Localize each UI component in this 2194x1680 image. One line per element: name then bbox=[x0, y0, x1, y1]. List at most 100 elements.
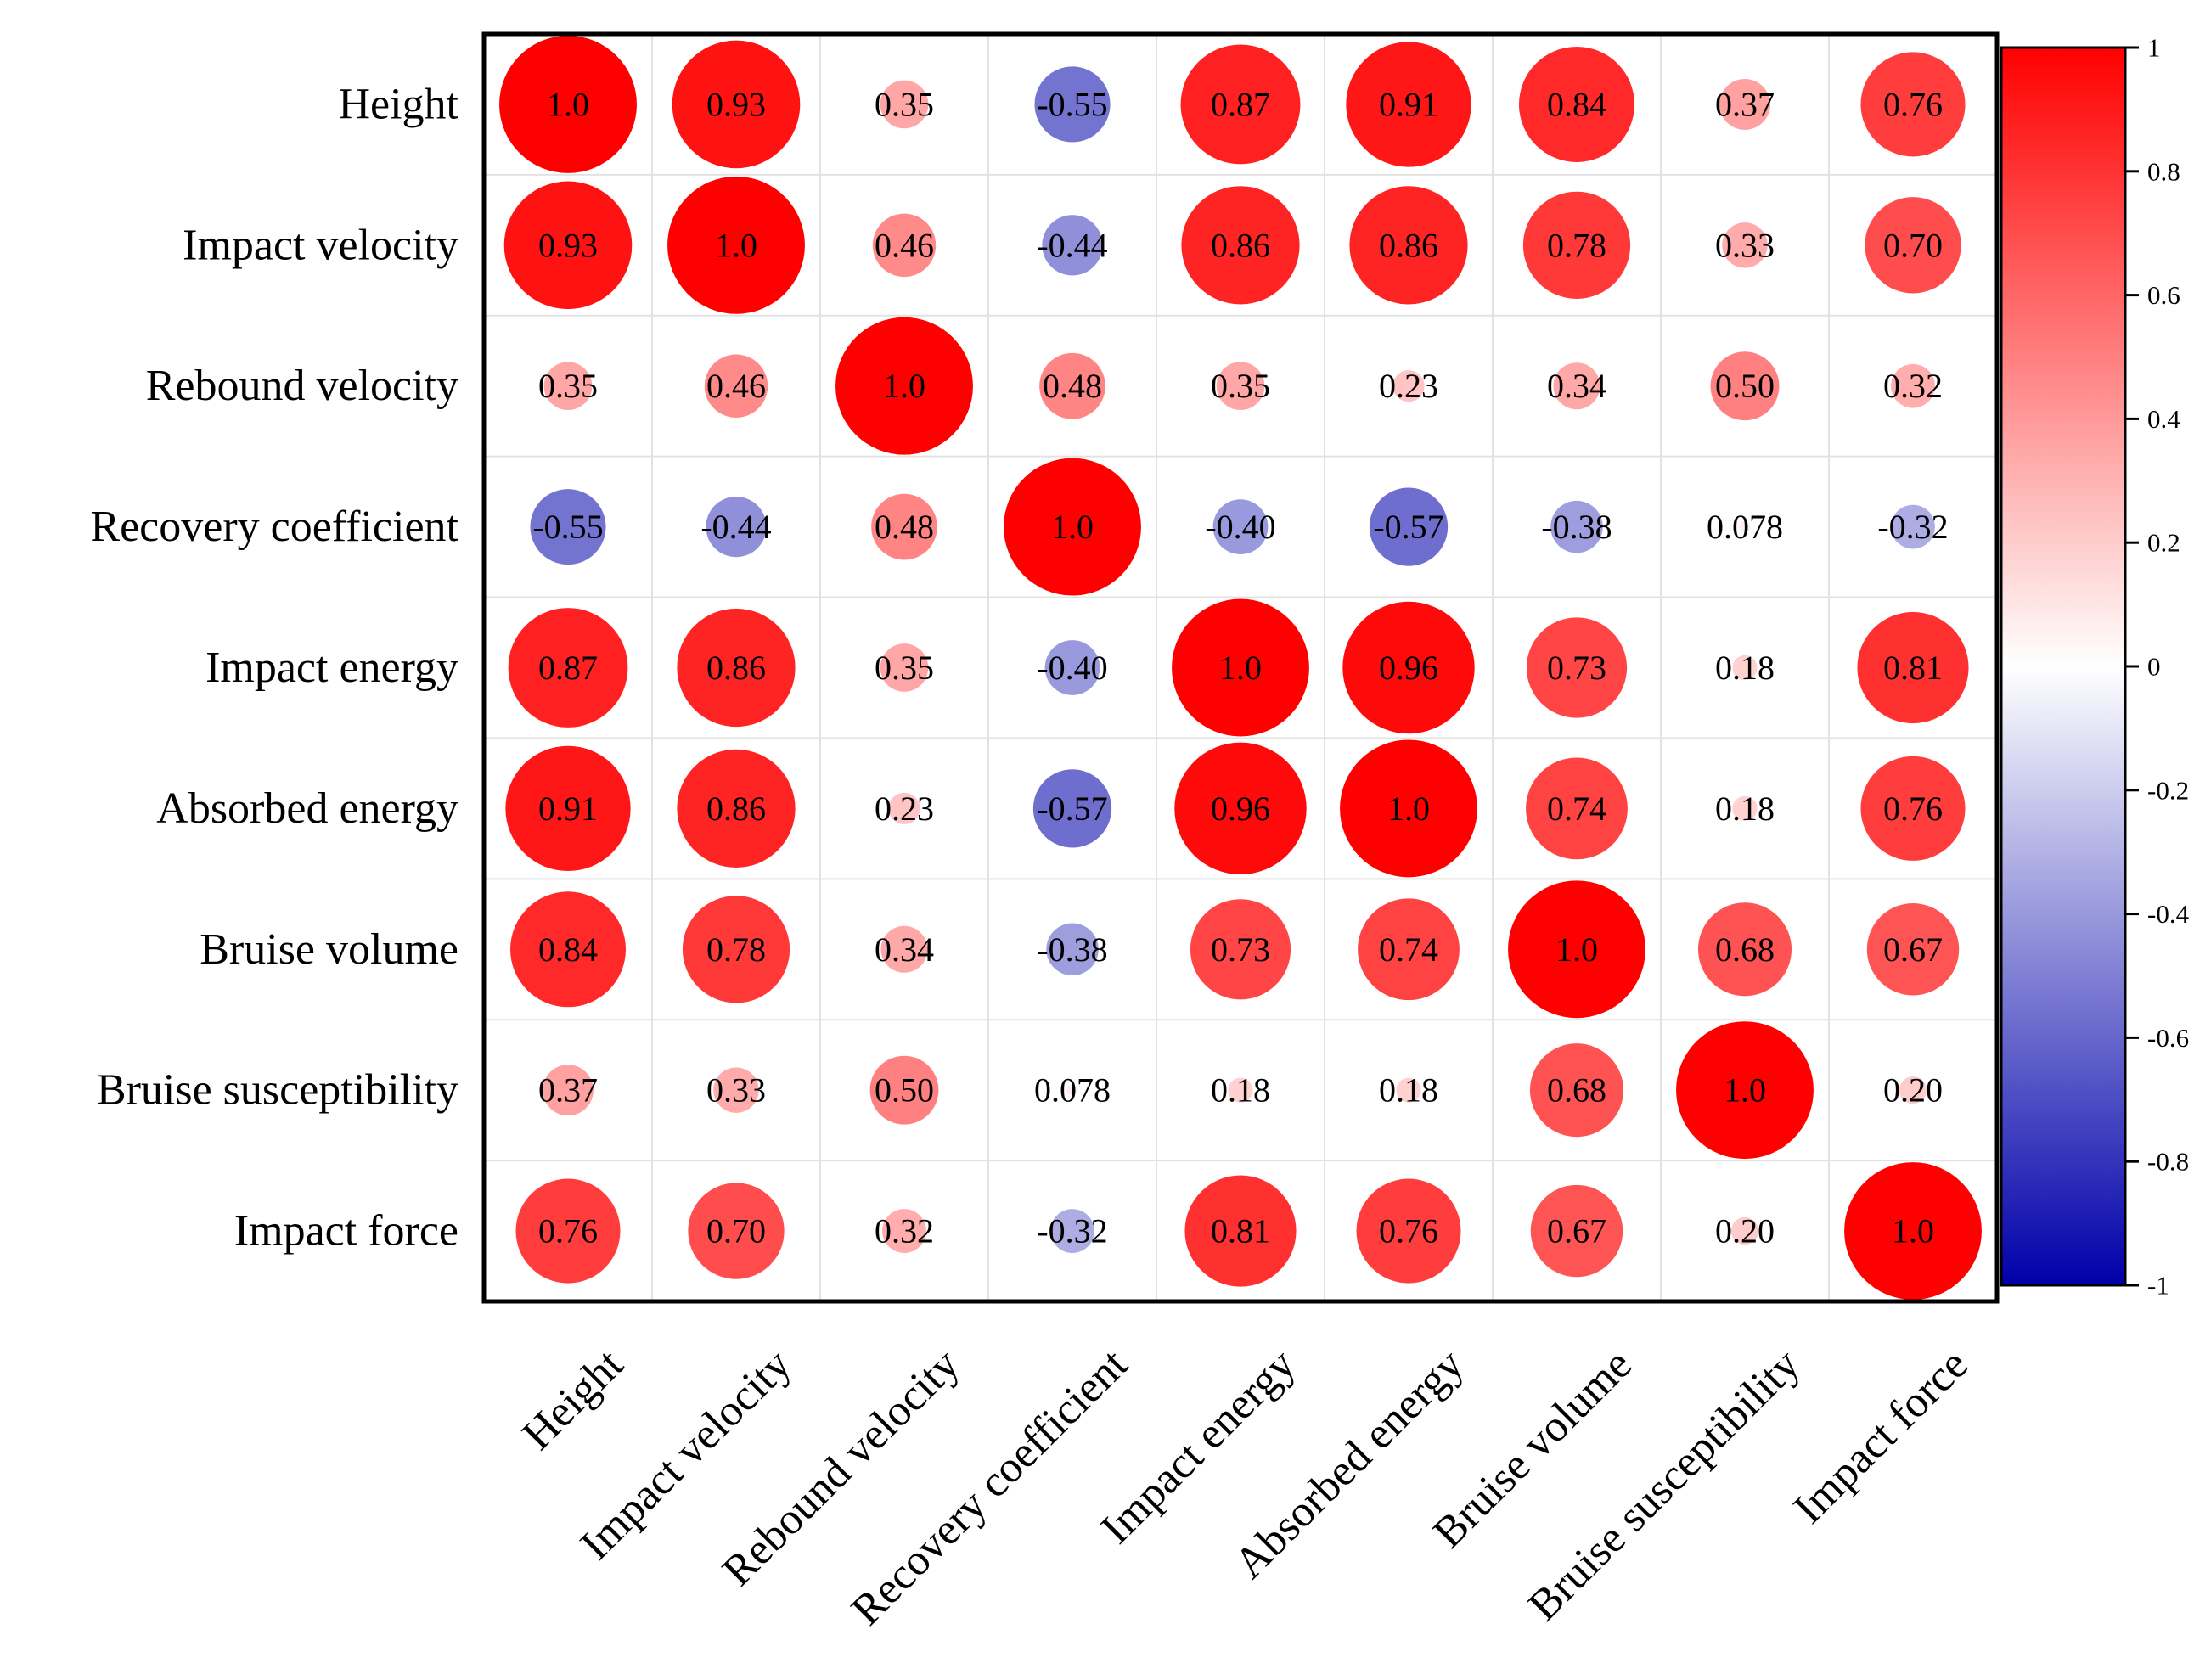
corr-circle-impact-energy-rebound-velocity bbox=[880, 643, 929, 692]
corr-circle-absorbed-energy-impact-velocity bbox=[677, 749, 796, 868]
corr-value-absorbed-energy-height: 0.91 bbox=[538, 789, 598, 828]
corr-value-bruise-volume-bruise-susceptibility: 0.68 bbox=[1715, 930, 1775, 969]
corr-circle-height-height bbox=[499, 36, 637, 173]
corr-circle-rebound-velocity-bruise-volume bbox=[1553, 362, 1600, 410]
corr-circle-impact-energy-bruise-susceptibility bbox=[1732, 655, 1758, 681]
corr-value-rebound-velocity-rebound-velocity: 1.0 bbox=[883, 367, 925, 405]
colorbar-tick-label: 0.2 bbox=[2147, 528, 2180, 558]
row-label-impact-force: Impact force bbox=[234, 1207, 458, 1256]
corr-value-height-bruise-susceptibility: 0.37 bbox=[1715, 85, 1775, 123]
corr-circle-height-bruise-volume bbox=[1519, 46, 1634, 162]
corr-value-recovery-coefficient-impact-energy: -0.40 bbox=[1205, 508, 1275, 546]
row-label-rebound-velocity: Rebound velocity bbox=[146, 362, 458, 410]
corr-circle-rebound-velocity-rebound-velocity bbox=[835, 317, 973, 455]
corr-value-rebound-velocity-recovery-coefficient: 0.48 bbox=[1043, 367, 1102, 405]
corr-value-recovery-coefficient-absorbed-energy: -0.57 bbox=[1373, 508, 1443, 546]
corr-circle-height-impact-force bbox=[1860, 52, 1966, 157]
corr-value-impact-force-height: 0.76 bbox=[538, 1212, 598, 1250]
colorbar-tick-label: 0.8 bbox=[2147, 156, 2180, 186]
corr-circle-rebound-velocity-height bbox=[543, 362, 593, 411]
corr-circle-rebound-velocity-absorbed-energy bbox=[1392, 370, 1425, 402]
colorbar-tick-label: 0.4 bbox=[2147, 404, 2180, 434]
colorbar-ticks: 1 0.8 0.6 0.4 0.2 0 -0.2 -0.4 -0.6 -0.8 -1 bbox=[2125, 33, 2190, 1301]
corr-value-bruise-susceptibility-height: 0.37 bbox=[538, 1071, 598, 1110]
corr-circle-impact-velocity-recovery-coefficient bbox=[1042, 215, 1103, 276]
corr-circle-impact-velocity-impact-force bbox=[1865, 197, 1961, 294]
corr-value-impact-force-recovery-coefficient: -0.32 bbox=[1037, 1212, 1107, 1250]
corr-value-recovery-coefficient-bruise-volume: -0.38 bbox=[1541, 508, 1612, 546]
corr-value-bruise-susceptibility-impact-velocity: 0.33 bbox=[706, 1071, 766, 1110]
corr-circle-absorbed-energy-bruise-volume bbox=[1526, 757, 1628, 860]
corr-circle-height-bruise-susceptibility bbox=[1719, 78, 1770, 130]
corr-circle-absorbed-energy-absorbed-energy bbox=[1340, 739, 1477, 878]
colorbar-tick-label: 0.6 bbox=[2147, 280, 2180, 310]
corr-circle-impact-energy-impact-energy bbox=[1172, 598, 1309, 737]
corr-value-impact-energy-bruise-susceptibility: 0.18 bbox=[1715, 649, 1775, 687]
colorbar: 1 0.8 0.6 0.4 0.2 0 -0.2 -0.4 -0.6 -0.8 -1 bbox=[2000, 33, 2190, 1301]
corr-circle-height-recovery-coefficient bbox=[1034, 66, 1111, 143]
corr-circle-bruise-volume-height bbox=[510, 891, 626, 1008]
corr-value-impact-velocity-recovery-coefficient: -0.44 bbox=[1037, 226, 1107, 264]
corr-circle-bruise-volume-bruise-susceptibility bbox=[1697, 902, 1792, 997]
corr-circle-impact-velocity-bruise-volume bbox=[1522, 191, 1631, 299]
corr-value-impact-energy-recovery-coefficient: -0.40 bbox=[1037, 649, 1107, 687]
corr-value-impact-energy-rebound-velocity: 0.35 bbox=[875, 649, 934, 687]
corr-circle-impact-velocity-impact-energy bbox=[1181, 186, 1300, 305]
corr-circle-height-absorbed-energy bbox=[1346, 42, 1471, 167]
corr-circle-absorbed-energy-height bbox=[505, 745, 631, 872]
corr-value-impact-velocity-impact-energy: 0.86 bbox=[1211, 226, 1270, 264]
corr-value-absorbed-energy-rebound-velocity: 0.23 bbox=[875, 789, 934, 828]
corr-value-bruise-susceptibility-bruise-susceptibility: 1.0 bbox=[1724, 1071, 1766, 1110]
grid-lines bbox=[484, 34, 1997, 1301]
plot-frame bbox=[481, 31, 2000, 1304]
corr-value-impact-energy-impact-force: 0.81 bbox=[1883, 649, 1943, 687]
corr-value-impact-velocity-impact-force: 0.70 bbox=[1883, 226, 1943, 264]
corr-value-absorbed-energy-bruise-susceptibility: 0.18 bbox=[1715, 789, 1775, 828]
corr-value-rebound-velocity-impact-force: 0.32 bbox=[1883, 367, 1943, 405]
corr-value-rebound-velocity-impact-velocity: 0.46 bbox=[706, 367, 766, 405]
corr-circle-impact-velocity-bruise-susceptibility bbox=[1722, 222, 1768, 268]
corr-value-impact-force-impact-energy: 0.81 bbox=[1211, 1212, 1270, 1250]
row-label-impact-velocity: Impact velocity bbox=[183, 221, 458, 269]
corr-value-bruise-volume-height: 0.84 bbox=[538, 930, 598, 969]
corr-circle-recovery-coefficient-recovery-coefficient bbox=[1004, 458, 1141, 596]
corr-circle-bruise-susceptibility-impact-force bbox=[1899, 1076, 1927, 1104]
corr-value-height-recovery-coefficient: -0.55 bbox=[1037, 85, 1107, 123]
corr-circle-impact-energy-bruise-volume bbox=[1526, 617, 1628, 718]
corr-value-impact-energy-impact-velocity: 0.86 bbox=[706, 649, 766, 687]
corr-value-bruise-volume-impact-velocity: 0.78 bbox=[706, 930, 766, 969]
corr-value-absorbed-energy-bruise-volume: 0.74 bbox=[1547, 789, 1606, 828]
corr-value-bruise-susceptibility-impact-energy: 0.18 bbox=[1211, 1071, 1270, 1110]
corr-value-impact-velocity-rebound-velocity: 0.46 bbox=[875, 226, 934, 264]
correlation-values: 1.0 0.93 0.35 -0.55 0.87 0.91 0.84 0.37 0.76 0.93… bbox=[532, 85, 1948, 1250]
corr-value-absorbed-energy-impact-energy: 0.96 bbox=[1211, 789, 1270, 828]
corr-circle-impact-energy-recovery-coefficient bbox=[1044, 640, 1100, 695]
corr-value-impact-force-impact-force: 1.0 bbox=[1892, 1212, 1934, 1250]
corr-value-recovery-coefficient-impact-velocity: -0.44 bbox=[700, 508, 771, 546]
corr-value-bruise-susceptibility-bruise-volume: 0.68 bbox=[1547, 1071, 1606, 1110]
corr-circle-impact-velocity-impact-velocity bbox=[667, 176, 805, 314]
corr-value-height-impact-energy: 0.87 bbox=[1211, 85, 1270, 123]
corr-value-impact-energy-bruise-volume: 0.73 bbox=[1547, 649, 1606, 687]
corr-circle-impact-force-impact-force bbox=[1844, 1162, 1982, 1300]
corr-circle-absorbed-energy-impact-force bbox=[1860, 756, 1966, 861]
corr-value-bruise-susceptibility-impact-force: 0.20 bbox=[1883, 1071, 1943, 1110]
corr-circle-height-impact-velocity bbox=[672, 40, 801, 169]
row-label-height: Height bbox=[338, 80, 458, 128]
row-label-absorbed-energy: Absorbed energy bbox=[156, 784, 458, 833]
corr-value-height-absorbed-energy: 0.91 bbox=[1379, 85, 1438, 123]
corr-value-impact-force-absorbed-energy: 0.76 bbox=[1379, 1212, 1438, 1250]
corr-value-impact-velocity-height: 0.93 bbox=[538, 226, 598, 264]
corr-circle-impact-force-impact-energy bbox=[1184, 1175, 1297, 1287]
corr-circle-impact-velocity-absorbed-energy bbox=[1349, 186, 1468, 305]
corr-value-absorbed-energy-impact-velocity: 0.86 bbox=[706, 789, 766, 828]
row-label-impact-energy: Impact energy bbox=[205, 643, 458, 692]
corr-circle-height-rebound-velocity bbox=[880, 80, 929, 129]
colorbar-tick-label: 1 bbox=[2147, 33, 2161, 63]
corr-value-height-rebound-velocity: 0.35 bbox=[875, 85, 934, 123]
corr-circle-bruise-susceptibility-impact-velocity bbox=[713, 1067, 759, 1113]
column-label-impact-force: Impact force bbox=[1785, 1340, 1977, 1533]
corr-circle-recovery-coefficient-impact-velocity bbox=[706, 496, 767, 558]
corr-value-recovery-coefficient-recovery-coefficient: 1.0 bbox=[1051, 508, 1094, 546]
